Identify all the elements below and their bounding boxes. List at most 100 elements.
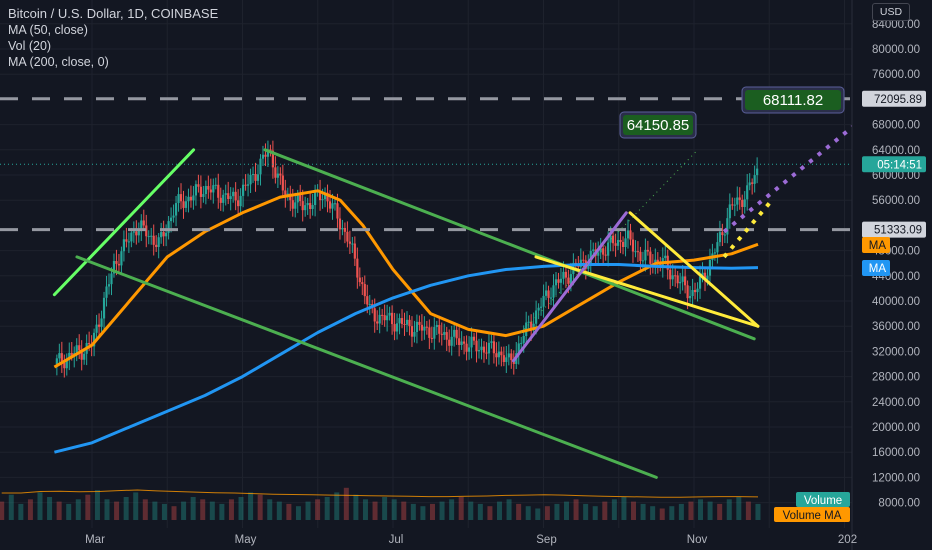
volume-bar-34	[324, 497, 330, 520]
candle-body-75	[242, 184, 245, 196]
volume-bar-2	[18, 503, 24, 520]
candle-body-122	[358, 277, 361, 283]
candle-body-89	[276, 173, 279, 178]
candle-body-281	[753, 175, 756, 184]
volume-bar-44	[420, 506, 426, 520]
candle-body-238	[646, 249, 649, 252]
volume-bar-55	[525, 506, 531, 520]
candle-body-29	[127, 241, 130, 243]
candle-body-36	[145, 225, 148, 237]
tag-volume-bg	[796, 492, 850, 507]
volume-bar-76	[726, 499, 732, 520]
candle-body-117	[346, 231, 349, 242]
candle-body-248	[671, 275, 674, 280]
candle-body-5	[68, 352, 71, 359]
symbol-title[interactable]: Bitcoin / U.S. Dollar, 1D, COINBASE	[8, 6, 219, 21]
volume-bar-52	[496, 501, 502, 520]
volume-bar-58	[554, 503, 560, 520]
currency-button[interactable]: USD	[872, 3, 910, 21]
candle-body-30	[130, 232, 133, 242]
candle-body-48	[174, 203, 178, 216]
candle-body-103	[311, 205, 314, 209]
ma50-line	[53, 189, 759, 369]
candle-body-6	[70, 352, 73, 357]
volume-bar-29	[276, 501, 282, 520]
candle-body-74	[239, 195, 242, 207]
candle-body-278	[746, 185, 749, 200]
candle-body-223	[609, 235, 612, 243]
candle-body-140	[403, 324, 406, 326]
candle-body-204	[562, 271, 565, 279]
candle-body-236	[641, 260, 645, 262]
candle-body-21	[107, 284, 111, 287]
indicator-ma200[interactable]: MA (200, close, 0)	[8, 55, 109, 69]
candle-body-274	[736, 197, 739, 205]
volume-bar-16	[152, 501, 158, 520]
candle-body-259	[698, 276, 702, 289]
tag-volume-ma-bg	[774, 507, 850, 522]
indicator-ma50[interactable]: MA (50, close)	[8, 23, 88, 37]
candle-body-195	[539, 306, 543, 308]
chart-legend: Bitcoin / U.S. Dollar, 1D, COINBASE MA (…	[8, 6, 218, 70]
volume-bar-7	[66, 503, 72, 520]
candle-body-201	[554, 279, 558, 286]
volume-bar-14	[133, 492, 139, 520]
trendline-drawings	[0, 97, 873, 479]
target-1-text: 64150.85	[627, 117, 690, 134]
candle-body-50	[179, 194, 183, 202]
candle-body-255	[688, 296, 692, 299]
candle-body-13	[88, 342, 91, 345]
volume-bar-54	[516, 503, 522, 520]
volume-bar-61	[583, 503, 589, 520]
y-tick-13: 24000.00	[872, 397, 920, 409]
volume-bar-79	[755, 503, 761, 520]
candle-body-158	[448, 339, 451, 346]
candle-body-273	[733, 204, 736, 206]
candle-body-149	[425, 326, 428, 328]
candle-body-0	[55, 358, 58, 364]
y-tick-1: 80000.00	[872, 44, 920, 56]
projection-0	[722, 110, 873, 234]
candle-body-56	[194, 184, 198, 196]
candle-body-243	[659, 262, 662, 267]
candle-body-143	[410, 326, 414, 337]
candle-body-253	[684, 276, 687, 286]
volume-bar-4	[37, 492, 43, 520]
y-tick-2: 76000.00	[872, 69, 920, 81]
price-tags: 64150.85 68111.82 72095.89 05:14:51 51333.09…	[619, 86, 926, 522]
volume-bar-57	[544, 506, 550, 520]
candle-body-131	[381, 314, 384, 316]
candle-body-133	[386, 315, 389, 321]
volume-bar-33	[315, 499, 321, 520]
candle-body-104	[314, 191, 317, 206]
candle-body-267	[718, 232, 721, 243]
volume-bar-66	[631, 501, 637, 520]
candle-body-228	[621, 241, 625, 248]
price-candles	[55, 140, 759, 378]
candle-body-41	[157, 237, 160, 247]
candle-body-57	[197, 184, 200, 187]
candle-body-2	[60, 353, 63, 363]
indicator-volume[interactable]: Vol (20)	[8, 39, 52, 53]
candle-body-146	[418, 321, 421, 325]
candle-body-163	[460, 341, 463, 345]
volume-bar-50	[477, 503, 483, 520]
volume-bar-41	[391, 499, 397, 520]
volume-bar-60	[573, 499, 579, 520]
candle-body-153	[435, 324, 438, 328]
chart-grid	[0, 0, 921, 528]
volume-bar-49	[468, 501, 474, 520]
volume-bar-37	[353, 494, 359, 520]
candle-body-258	[696, 288, 699, 293]
candle-body-177	[495, 353, 498, 358]
candle-body-81	[256, 174, 260, 181]
candle-body-170	[477, 350, 481, 352]
candle-body-282	[756, 168, 759, 176]
candle-body-112	[333, 203, 337, 205]
candle-body-58	[199, 186, 202, 197]
volume-bar-56	[535, 508, 541, 520]
volume-bar-67	[640, 503, 646, 520]
candle-body-83	[261, 154, 265, 159]
candle-body-60	[204, 186, 207, 195]
